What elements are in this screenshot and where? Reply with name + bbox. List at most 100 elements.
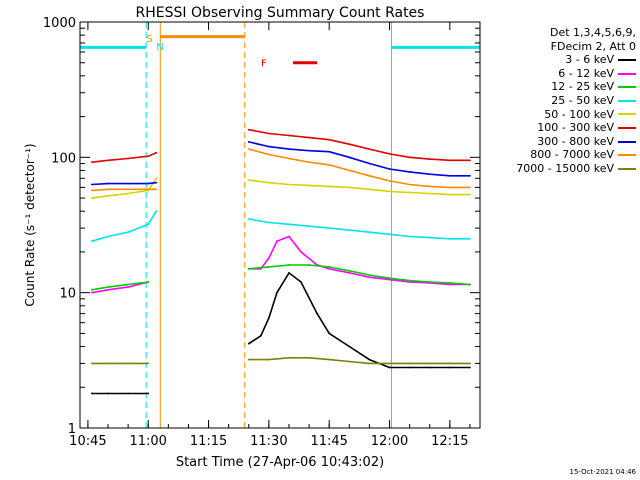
data-point-4-12 [388,190,391,193]
data-point-2-10 [368,274,371,276]
legend-swatch [618,58,636,61]
legend-label: 800 - 7000 keV [530,148,614,162]
data-point-4-5 [247,179,250,181]
legend-label: 6 - 12 keV [558,66,614,80]
series-line-800-7000-kev-seg-1 [248,148,470,189]
data-point-6-14 [428,173,431,176]
data-point-5-3 [147,155,150,158]
data-point-3-16 [469,237,471,240]
data-point-3-3 [147,223,150,226]
data-point-7-3 [147,188,150,191]
data-point-6-2 [127,182,130,185]
data-point-1-15 [408,281,411,283]
data-point-5-0 [91,161,93,164]
legend-label: 12 - 25 keV [551,80,614,94]
series-line-100-300-kev-seg-1 [248,128,470,162]
data-point-7-13 [408,183,411,186]
data-point-7-15 [448,186,451,189]
data-point-8-6 [288,356,290,359]
data-point-3-13 [408,235,411,238]
series-line-6-12-kev-seg-1 [248,235,470,286]
data-point-5-4 [155,151,158,154]
legend-swatch [618,126,636,129]
data-point-0-10 [316,312,319,315]
data-point-8-0 [91,362,93,365]
legend-entry: 25 - 50 keV [486,94,636,108]
data-point-5-2 [127,157,130,160]
data-point-0-0 [91,392,93,395]
data-point-0-5 [259,334,262,337]
data-point-5-5 [247,128,250,131]
data-point-8-7 [308,356,310,359]
data-point-0-8 [288,271,290,274]
data-point-3-9 [328,227,331,229]
data-point-7-8 [308,161,310,164]
legend-entry: 50 - 100 keV [486,108,636,122]
data-point-2-3 [147,281,150,283]
series-line-12-25-kev-seg-1 [248,264,470,286]
data-point-8-15 [469,362,471,365]
data-point-5-7 [288,134,290,137]
plot-frame [79,21,481,429]
data-point-0-1 [107,392,109,395]
footer-timestamp: 15-Oct-2021 04:46 [569,468,636,476]
y-tick-label-1: 10 [59,287,76,302]
data-point-1-1 [107,288,109,291]
data-point-7-6 [267,153,270,156]
data-point-1-17 [448,283,451,286]
data-point-0-11 [328,332,331,335]
legend-entry: 7000 - 15000 keV [486,162,636,176]
data-point-7-16 [469,186,471,189]
legend-entry: 12 - 25 keV [486,80,636,94]
data-point-4-15 [448,193,451,196]
legend-swatch [618,113,636,116]
data-point-8-14 [448,362,451,365]
legend-entry: 3 - 6 keV [486,53,636,67]
data-point-3-15 [448,237,451,240]
data-point-5-9 [328,138,331,141]
data-point-3-7 [288,223,290,226]
data-point-2-5 [267,266,270,268]
data-point-7-12 [388,179,391,182]
data-point-2-13 [428,281,431,283]
data-point-1-13 [368,276,371,279]
data-point-1-14 [388,278,391,281]
annotation-s: S [146,34,152,45]
legend-header-line-2: FDecim 2, Att 0 [550,39,636,53]
data-point-3-11 [368,231,371,234]
data-point-2-7 [308,264,310,266]
series-line-300-800-kev-seg-0 [91,181,157,186]
data-point-1-11 [328,267,331,270]
legend-entries: 3 - 6 keV 6 - 12 keV 12 - 25 keV 25 - 50 ke… [486,53,636,175]
data-point-3-1 [107,235,109,238]
data-point-4-7 [288,183,290,186]
data-point-2-6 [288,264,290,266]
data-point-7-4 [155,188,158,191]
y-axis-label: Count Rate (s⁻¹ detector⁻¹) [23,143,37,306]
data-point-4-2 [127,192,130,195]
data-point-0-17 [448,366,451,369]
data-point-6-12 [388,168,391,170]
data-point-3-14 [428,236,431,239]
legend-entry: 6 - 12 keV [486,67,636,81]
series-line-12-25-kev-seg-0 [91,281,149,291]
data-point-8-10 [368,362,371,365]
legend-label: 300 - 800 keV [537,134,614,148]
data-point-3-4 [155,210,158,213]
data-point-3-2 [127,231,130,234]
data-point-8-2 [127,362,130,365]
data-point-6-15 [448,174,451,177]
data-point-6-10 [348,156,351,159]
chart-title: RHESSI Observing Summary Count Rates [136,5,425,21]
data-point-8-1 [107,362,109,365]
data-point-6-9 [328,150,331,153]
x-tick-label-3: 11:30 [250,434,287,449]
data-point-8-13 [428,362,431,365]
data-point-4-11 [368,188,371,191]
x-tick-label-2: 11:15 [190,434,227,449]
legend-swatch [618,167,636,170]
data-point-0-9 [300,281,302,283]
data-point-7-1 [107,188,109,191]
data-point-0-12 [348,345,351,348]
data-point-4-10 [348,186,351,189]
